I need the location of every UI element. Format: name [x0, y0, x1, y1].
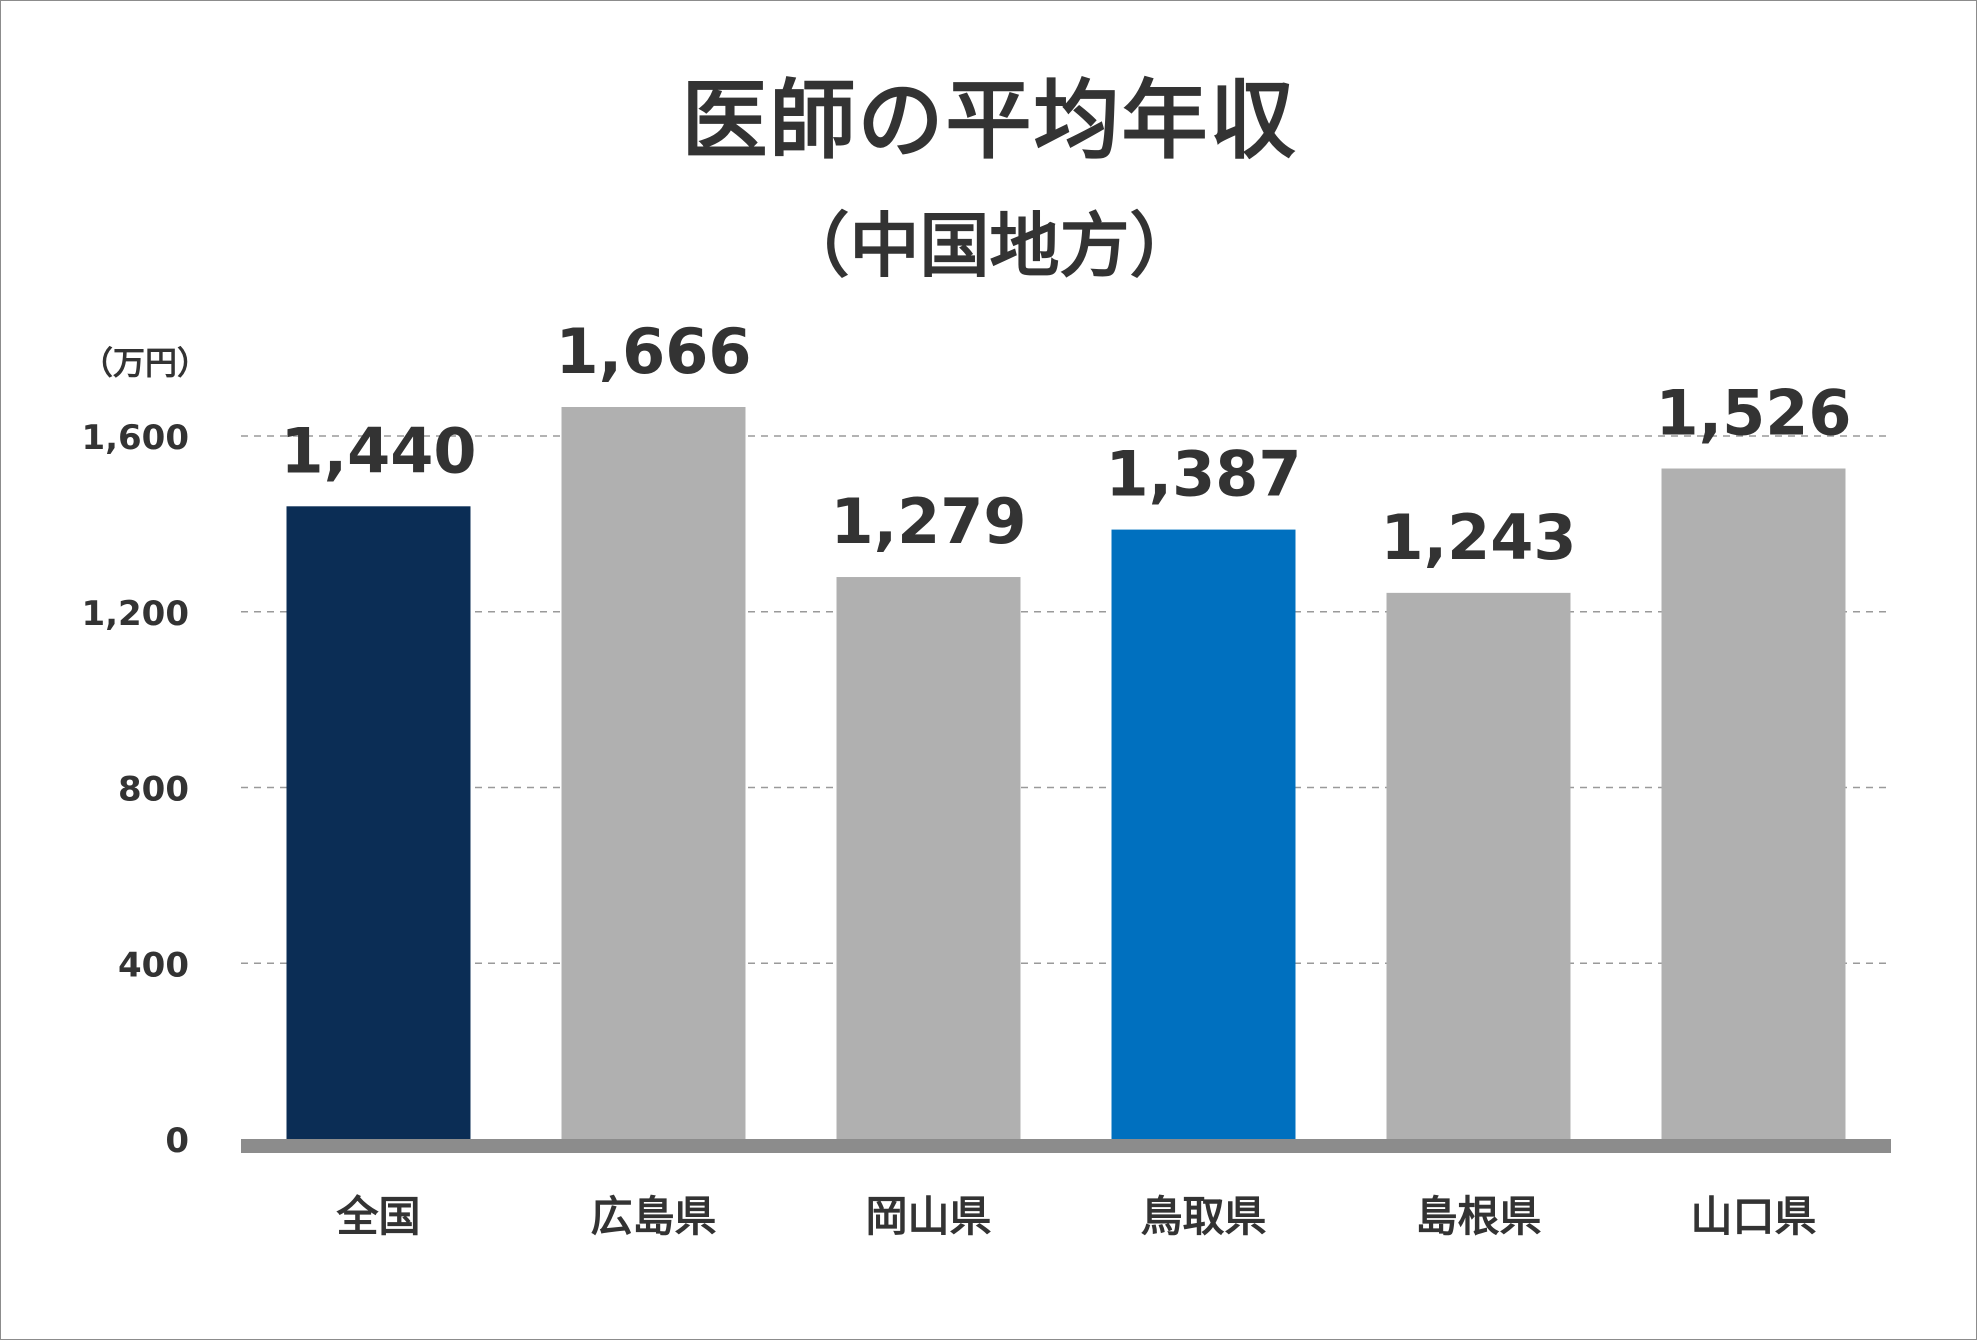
data-label: 1,526: [1655, 377, 1851, 450]
x-tick-label: 全国: [335, 1192, 420, 1241]
bar: [1661, 468, 1846, 1139]
y-axis-ticks: 0 400 800 1,200 1,600: [81, 418, 189, 1161]
y-tick-label: 800: [118, 770, 189, 810]
x-tick-label: 山口県: [1690, 1192, 1816, 1241]
data-label: 1,440: [280, 414, 476, 487]
x-tick-label: 島根県: [1415, 1192, 1541, 1241]
bar: [836, 577, 1021, 1139]
y-tick-label: 400: [118, 945, 189, 985]
data-label: 1,666: [555, 315, 751, 388]
bar: [1386, 592, 1571, 1139]
gridlines: [241, 435, 1891, 965]
chart-subtitle: （中国地方）: [779, 205, 1200, 287]
y-tick-label: 0: [165, 1121, 189, 1161]
x-axis-baseline: [241, 1139, 1891, 1153]
bars: 1,440 1,666 1,279 1,387 1,243 1,526: [280, 315, 1852, 1140]
data-label: 1,279: [830, 485, 1026, 558]
y-tick-label: 1,600: [81, 418, 189, 458]
data-label: 1,387: [1105, 438, 1301, 511]
y-tick-label: 1,200: [81, 594, 189, 634]
data-label: 1,243: [1380, 501, 1576, 574]
y-axis-unit-label: （万円）: [81, 344, 210, 382]
chart-title: 医師の平均年収: [681, 71, 1298, 171]
bar: [561, 407, 746, 1140]
x-tick-label: 広島県: [590, 1192, 716, 1241]
bar: [286, 506, 471, 1139]
x-tick-label: 岡山県: [865, 1192, 991, 1241]
bar: [1111, 529, 1296, 1139]
x-tick-label: 鳥取県: [1140, 1192, 1266, 1241]
x-axis-labels: 全国 広島県 岡山県 鳥取県 島根県 山口県: [335, 1192, 1816, 1241]
